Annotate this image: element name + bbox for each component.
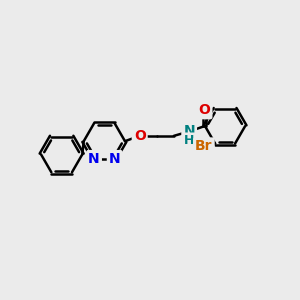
Text: H: H: [184, 134, 194, 147]
Text: Br: Br: [195, 140, 213, 153]
Text: O: O: [134, 129, 146, 143]
Text: N: N: [109, 152, 121, 166]
Text: N: N: [88, 152, 100, 166]
Text: N: N: [183, 124, 195, 138]
Text: O: O: [199, 103, 210, 117]
